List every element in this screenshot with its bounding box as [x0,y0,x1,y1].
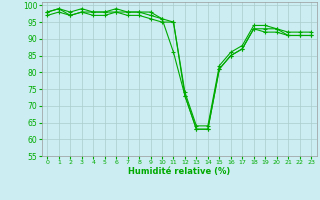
X-axis label: Humidité relative (%): Humidité relative (%) [128,167,230,176]
